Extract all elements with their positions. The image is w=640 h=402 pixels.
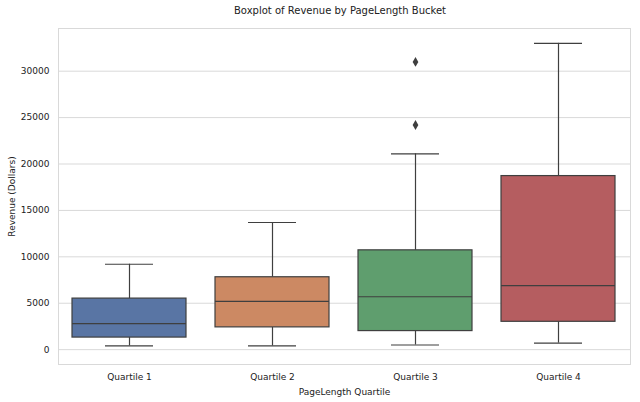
svg-text:Quartile 4: Quartile 4 [536,372,581,382]
svg-text:5000: 5000 [27,298,50,308]
svg-text:Quartile 2: Quartile 2 [250,372,295,382]
svg-text:Quartile 1: Quartile 1 [107,372,152,382]
svg-text:Quartile 3: Quartile 3 [393,372,438,382]
html-text:Boxplot of Revenue by PageLeng: Boxplot of Revenue by PageLength Bucket [234,5,446,16]
svg-text:20000: 20000 [21,159,50,169]
svg-text:25000: 25000 [21,112,50,122]
svg-text:30000: 30000 [21,66,50,76]
svg-text:PageLength Quartile: PageLength Quartile [299,387,391,397]
svg-text:15000: 15000 [21,205,50,215]
svg-text:0: 0 [44,345,50,355]
svg-text:10000: 10000 [21,252,50,262]
svg-text:Revenue (Dollars): Revenue (Dollars) [7,156,17,236]
